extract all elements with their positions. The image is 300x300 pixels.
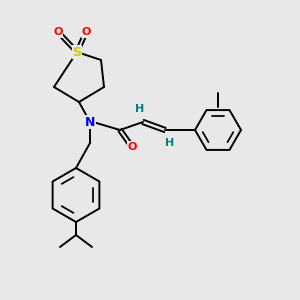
Text: O: O <box>127 142 137 152</box>
Text: O: O <box>53 27 63 37</box>
Text: H: H <box>135 104 145 114</box>
Text: N: N <box>85 116 95 128</box>
Text: O: O <box>81 27 91 37</box>
Text: S: S <box>73 46 82 59</box>
Text: H: H <box>165 138 175 148</box>
